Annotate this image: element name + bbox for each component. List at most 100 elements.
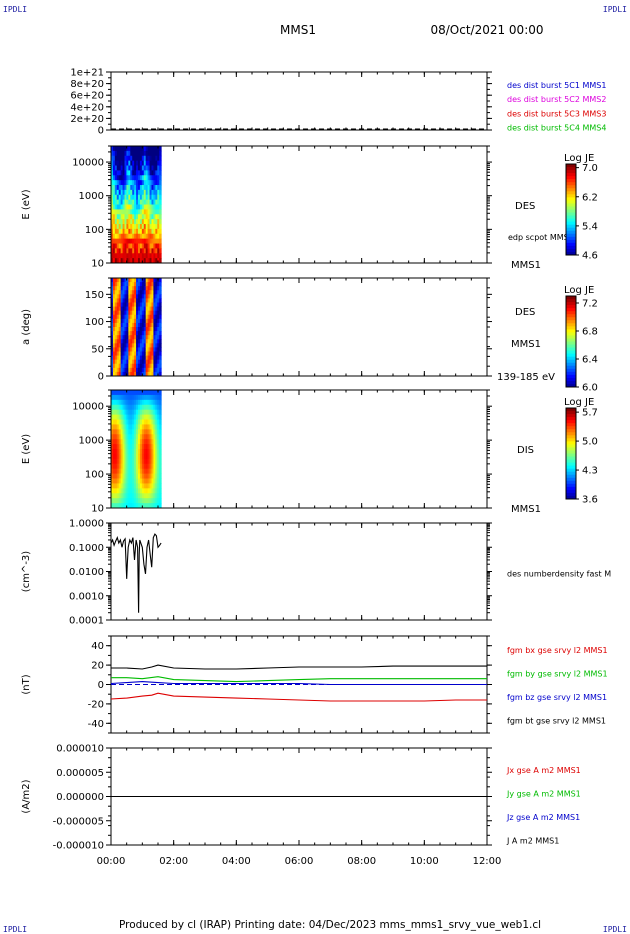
panel-2-heat-cell	[157, 214, 160, 220]
panel-2-heat-cell	[124, 189, 127, 196]
panel-4-heat-cell	[137, 463, 141, 470]
panel-2-heat-cell	[139, 185, 143, 191]
panel-4-heat-cell	[157, 453, 160, 460]
panel-3-heat-cell	[112, 347, 116, 352]
panel-2-heat-cell	[116, 233, 120, 240]
panel-3-heat-cell	[118, 367, 122, 373]
panel-4-heat-cell	[124, 498, 127, 504]
panel-3-heat-cell	[124, 282, 127, 287]
panel-3-heat-cell	[136, 343, 139, 348]
panel-4-heat-cell	[147, 439, 151, 445]
panel-2-heat-cell	[128, 224, 131, 230]
panel-2-heat-cell	[149, 175, 152, 181]
panel-3-heat-cell	[151, 331, 154, 336]
panel-4-heat-cell	[153, 444, 156, 450]
panel-3-heat-cell	[111, 327, 114, 332]
panel-2-colorbar-step	[566, 224, 576, 229]
panel-4-heat-cell	[157, 493, 160, 499]
panel-3-heat-cell	[134, 327, 137, 332]
panel-4-heat-cell	[139, 399, 143, 406]
panel-4-heat-cell	[128, 453, 131, 460]
panel-3-heat-cell	[141, 359, 145, 365]
panel-3-heat-cell	[124, 314, 127, 320]
panel-2-heat-cell	[111, 199, 114, 205]
panel-4-heat-cell	[136, 414, 139, 420]
panel-2-heat-cell	[122, 170, 125, 176]
panel-4-heat-cell	[111, 458, 114, 465]
panel-2-heat-cell	[118, 209, 122, 215]
panel-2-colorbar-step	[566, 188, 576, 192]
panel-2-heat-cell	[116, 224, 120, 230]
panel-2-heat-cell	[139, 219, 143, 225]
panel-2-heat-cell	[155, 224, 158, 230]
panel-2-heat-cell	[137, 243, 141, 249]
panel-2-heat-cell	[147, 189, 151, 196]
panel-4-heat-cell	[151, 390, 154, 396]
panel-2-heat-cell	[120, 165, 124, 171]
panel-3-heat-cell	[120, 355, 124, 361]
panel-4-heat-cell	[155, 493, 158, 499]
panel-3-heat-cell	[153, 318, 156, 324]
panel-2-heat-cell	[130, 228, 133, 235]
panel-2-heat-cell	[124, 224, 127, 230]
panel-4-heat-cell	[134, 444, 137, 450]
panel-3-heat-cell	[149, 302, 152, 308]
panel-3-heat-cell	[122, 335, 125, 340]
panel-4-heat-cell	[128, 394, 131, 401]
panel-1-legend-label: des dist burst 5C1 MMS1	[507, 81, 606, 90]
panel-4-heat-cell	[137, 394, 141, 401]
panel-4-heat-cell	[112, 429, 116, 435]
panel-6-legend-label: fgm bt gse srvy l2 MMS1	[507, 717, 606, 726]
panel-3-heat-cell	[116, 282, 120, 287]
panel-3-heat-cell	[128, 314, 131, 320]
panel-3-heat-cell	[151, 339, 154, 344]
panel-4-heat-cell	[120, 439, 124, 445]
panel-3-heat-cell	[132, 355, 135, 361]
panel-4-heat-cell	[137, 404, 141, 411]
panel-3-heat-cell	[137, 331, 141, 336]
panel-4-heat-cell	[139, 493, 143, 499]
panel-2-heat-cell	[134, 253, 137, 259]
panel-3-heat-cell	[134, 363, 137, 369]
panel-3-heat-cell	[134, 339, 137, 344]
panel-4-heat-cell	[134, 458, 137, 465]
panel-3-heat-cell	[143, 363, 147, 369]
panel-4-heat-cell	[130, 453, 133, 460]
panel-3-heat-cell	[141, 355, 145, 361]
panel-4-heat-cell	[155, 488, 158, 494]
panel-4-heat-cell	[157, 429, 160, 435]
panel-4-heat-cell	[124, 449, 127, 455]
panel-2-heat-cell	[116, 170, 120, 176]
panel-2-heat-cell	[134, 228, 137, 235]
panel-4-heat-cell	[130, 488, 133, 494]
panel-4-heat-cell	[143, 473, 147, 479]
panel-3-heat-cell	[114, 318, 118, 324]
panel-3-heat-cell	[130, 351, 133, 357]
panel-2-heat-cell	[128, 209, 131, 215]
panel-3-heat-cell	[111, 278, 114, 283]
panel-3-heat-cell	[124, 331, 127, 336]
panel-2-heat-cell	[157, 219, 160, 225]
panel-3-heat-cell	[159, 355, 162, 361]
panel-2-colorbar-step	[566, 164, 576, 168]
panel-4-heat-cell	[159, 503, 162, 509]
panel-3-heat-cell	[122, 294, 125, 299]
panel-4-heat-cell	[130, 449, 133, 455]
panel-2-heat-cell	[124, 175, 127, 181]
panel-2-heat-cell	[153, 199, 156, 205]
panel-4-heat-cell	[143, 449, 147, 455]
panel-3-heat-cell	[126, 331, 129, 336]
panel-2-heat-cell	[145, 214, 149, 220]
panel-2-heat-cell	[118, 243, 122, 249]
panel-3-heat-cell	[122, 306, 125, 312]
panel-4-heat-cell	[118, 488, 122, 494]
panel-2-heat-cell	[132, 238, 135, 244]
panel-3-ylabel: a (deg)	[21, 309, 32, 345]
panel-3-heat-cell	[120, 282, 124, 287]
panel-2-heat-cell	[141, 258, 145, 264]
panel-4-heat-cell	[136, 478, 139, 484]
panel-3-heat-cell	[147, 339, 151, 344]
panel-2-heat-cell	[128, 175, 131, 181]
panel-2-heat-cell	[136, 248, 139, 254]
panel-3-heat-cell	[114, 347, 118, 352]
